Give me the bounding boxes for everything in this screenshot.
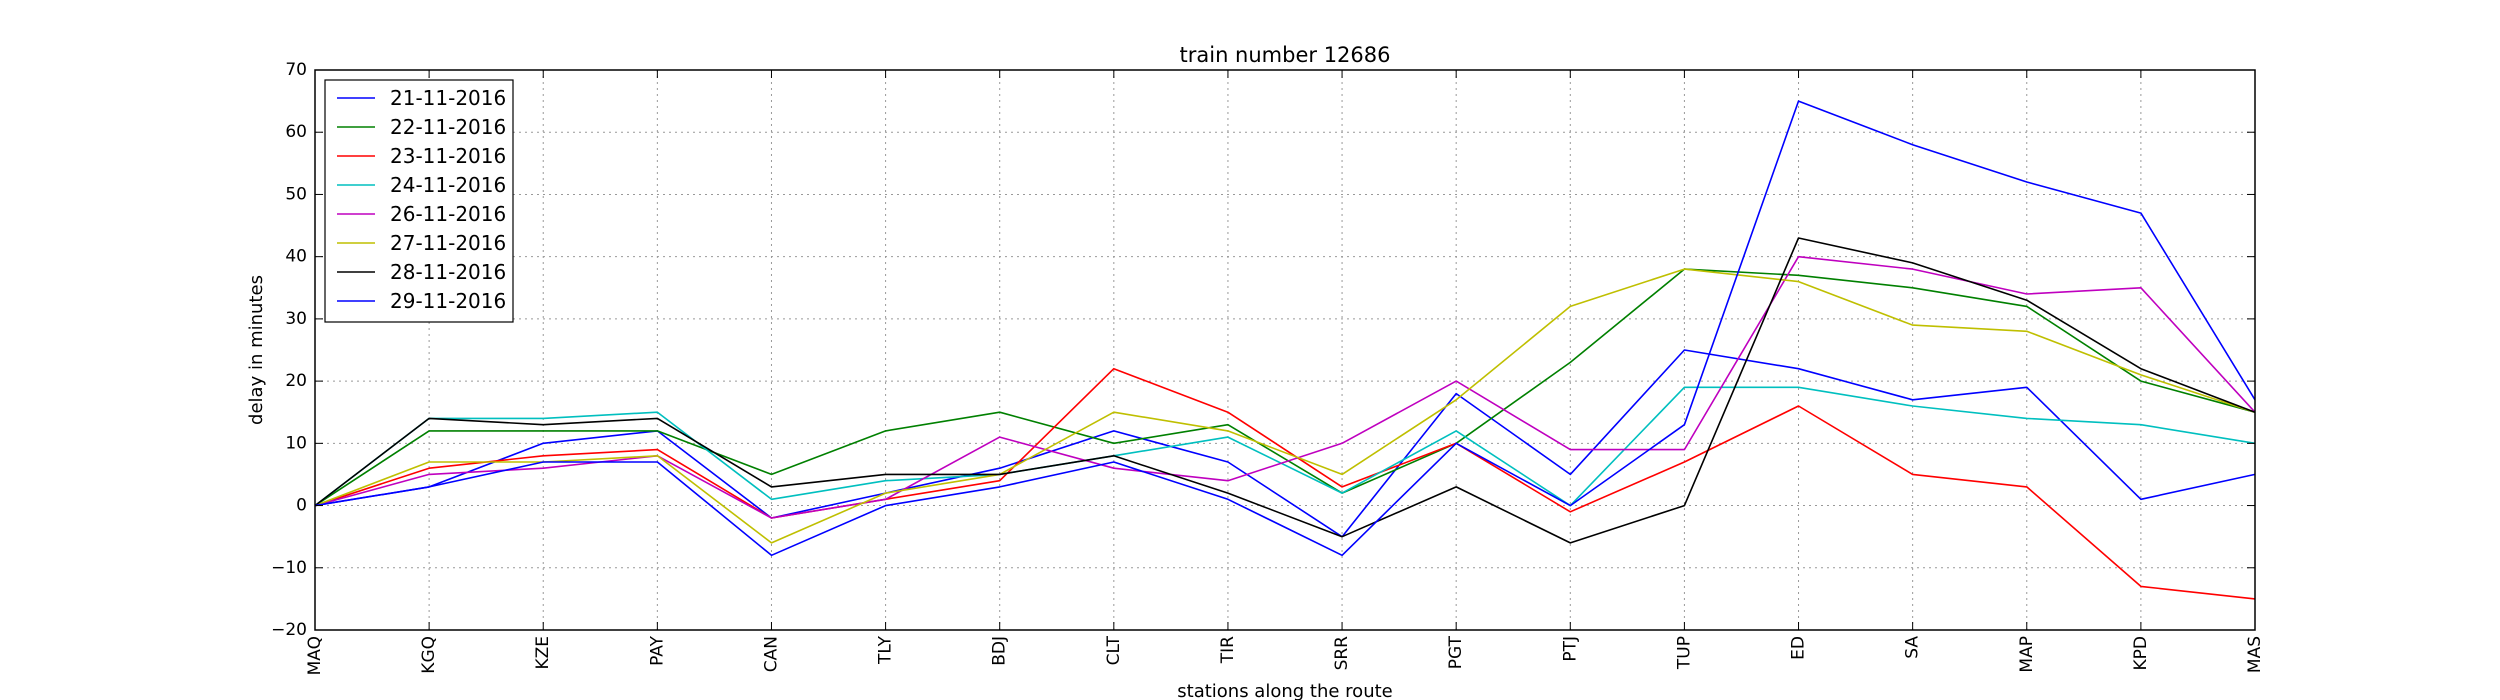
legend-label: 27-11-2016 [390, 231, 506, 255]
y-tick-label: 40 [285, 247, 307, 267]
y-tick-label: 30 [285, 309, 307, 329]
series-line-26-11-2016 [314, 255, 2256, 519]
x-tick-label: MAP [2017, 636, 2037, 673]
x-axis-label: stations along the route [1177, 681, 1392, 700]
legend-label: 26-11-2016 [390, 202, 506, 226]
x-tick-label: CLT [1104, 635, 1124, 665]
legend-box [324, 79, 514, 323]
grid-layer [314, 69, 2256, 631]
x-tick-label: TIR [1218, 636, 1238, 664]
x-tick-label: PTJ [1560, 636, 1580, 662]
series-line-21-11-2016 [314, 349, 2256, 538]
x-tick-label: MAS [2245, 636, 2265, 673]
series-line-29-11-2016 [314, 100, 2256, 557]
y-tick-label: 70 [285, 60, 307, 80]
series-line-28-11-2016 [314, 237, 2256, 544]
y-tick-label: 50 [285, 184, 307, 204]
legend-label: 21-11-2016 [390, 86, 506, 110]
x-tick-label: KZE [533, 636, 553, 670]
legend-label: 28-11-2016 [390, 260, 506, 284]
chart-title: train number 12686 [1180, 43, 1391, 67]
tick-layer: MAQ KGQ KZE PAY CAN TLY BDJ CLT TIR SRR PGT PTJ TUP E… [271, 60, 2265, 675]
x-tick-label: SRR [1332, 636, 1352, 671]
x-tick-label: KGQ [419, 636, 439, 674]
x-tick-label: MAQ [305, 636, 325, 675]
x-tick-label: TLY [876, 635, 896, 665]
y-axis-label: delay in minutes [246, 275, 267, 425]
x-tick-label: ED [1789, 636, 1809, 660]
series-layer [314, 100, 2256, 600]
x-tick-label: SA [1903, 636, 1923, 659]
legend-label: 29-11-2016 [390, 289, 506, 313]
series-line-27-11-2016 [314, 268, 2256, 544]
y-tick-label: 0 [296, 496, 307, 516]
y-tick-label: 60 [285, 122, 307, 142]
y-tick-label: −10 [271, 558, 307, 578]
legend-label: 24-11-2016 [390, 173, 506, 197]
x-tick-label: CAN [761, 636, 781, 672]
y-tick-label: 10 [285, 433, 307, 453]
series-line-24-11-2016 [314, 386, 2256, 507]
legend-label: 23-11-2016 [390, 144, 506, 168]
x-tick-label: PGT [1446, 635, 1466, 669]
x-tick-label: BDJ [990, 636, 1010, 666]
y-tick-label: −20 [271, 620, 307, 640]
x-tick-label: PAY [647, 635, 667, 665]
y-tick-label: 20 [285, 371, 307, 391]
plot-frame [314, 69, 2256, 631]
legend: 21-11-2016 22-11-2016 23-11-2016 24-11-2016… [324, 79, 514, 323]
x-tick-label: TUP [1674, 636, 1694, 670]
x-tick-label: KPD [2131, 636, 2151, 671]
legend-label: 22-11-2016 [390, 115, 506, 139]
series-line-23-11-2016 [314, 367, 2256, 600]
series-line-22-11-2016 [314, 268, 2256, 507]
